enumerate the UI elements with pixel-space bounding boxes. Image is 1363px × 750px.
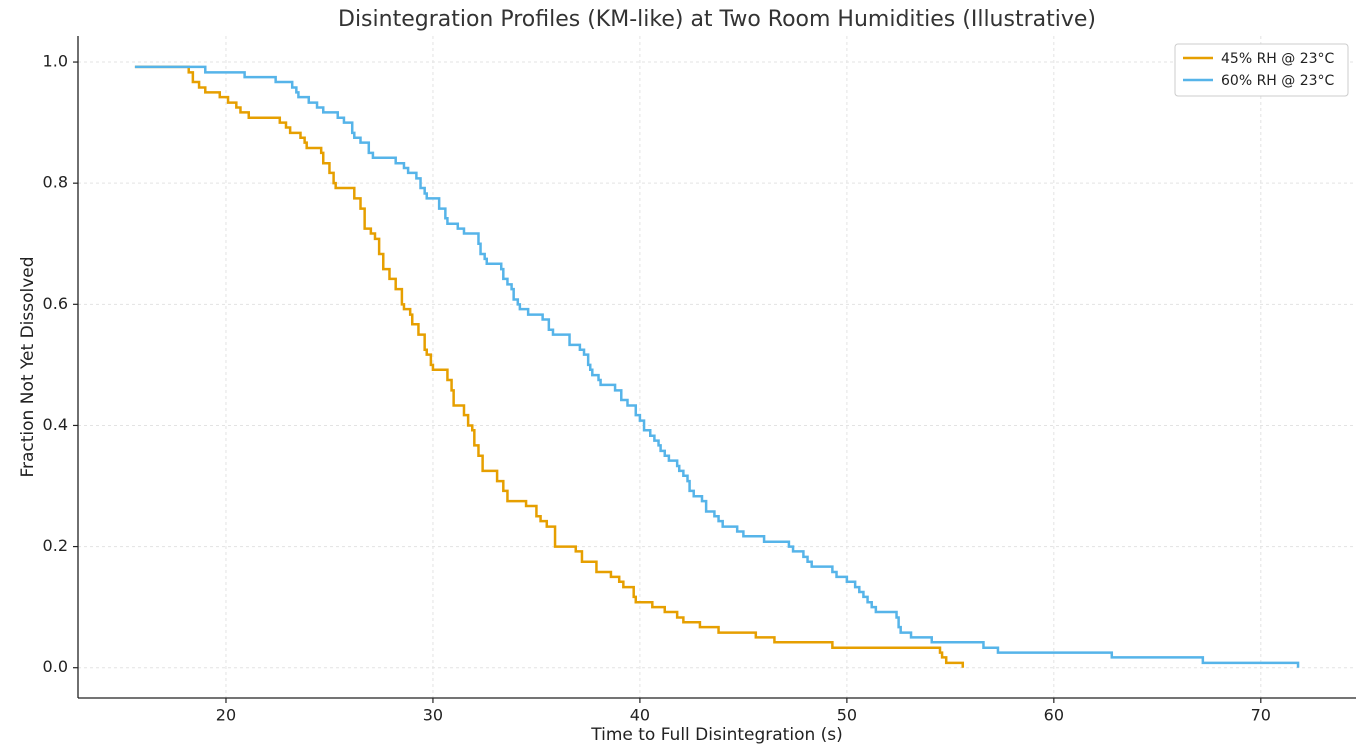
legend-box [1174, 43, 1349, 97]
chart-title: Disintegration Profiles (KM-like) at Two… [338, 7, 1096, 32]
y-tick-label: 0.6 [43, 294, 68, 313]
y-tick-label: 0.4 [43, 415, 68, 434]
x-tick-label: 60 [1044, 706, 1064, 725]
y-tick-label: 1.0 [43, 52, 68, 71]
legend-label: 45% RH @ 23°C [1221, 51, 1335, 67]
y-tick-label: 0.8 [43, 173, 68, 192]
y-tick-label: 0.0 [43, 657, 68, 676]
legend: 45% RH @ 23°C 60% RH @ 23°C [1174, 43, 1349, 97]
step-line [134, 65, 1300, 668]
y-axis-label: Fraction Not Yet Dissolved [18, 256, 38, 477]
x-tick-label: 50 [837, 706, 857, 725]
x-tick-label: 20 [216, 706, 236, 725]
x-tick-label: 30 [423, 706, 443, 725]
x-tick-label: 40 [630, 706, 650, 725]
step-line [134, 65, 965, 668]
x-axis-label: Time to Full Disintegration (s) [590, 725, 843, 745]
x-tick-label: 70 [1251, 706, 1271, 725]
legend-label: 60% RH @ 23°C [1221, 73, 1335, 89]
y-tick-label: 0.2 [43, 536, 68, 555]
